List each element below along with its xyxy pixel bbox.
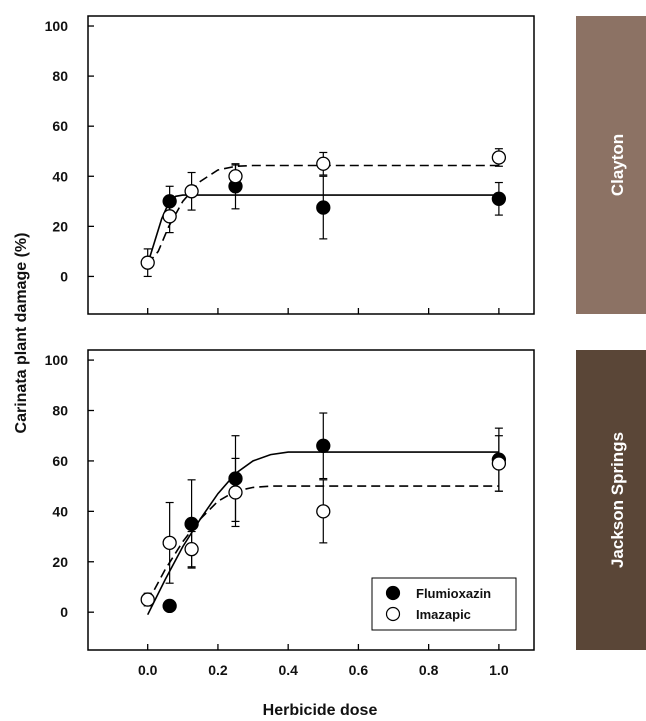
point-flumioxazin-clayton bbox=[491, 191, 507, 206]
strip-label-jackson-springs: Jackson Springs bbox=[608, 432, 627, 568]
point-imazapic-clayton bbox=[316, 156, 331, 171]
y-tick-label-clayton: 60 bbox=[52, 118, 68, 134]
legend-label-imazapic: Imazapic bbox=[416, 607, 471, 622]
panel-clayton: 0 20 40 60 80 100 bbox=[45, 15, 535, 315]
y-tick-label-jackson-springs: 0 bbox=[60, 604, 68, 620]
y-tick-label-jackson-springs: 40 bbox=[52, 503, 68, 519]
point-flumioxazin-jackson-springs bbox=[316, 438, 331, 453]
point-flumioxazin-clayton bbox=[162, 194, 177, 209]
point-imazapic-clayton bbox=[140, 255, 155, 270]
point-imazapic-clayton bbox=[184, 184, 199, 199]
plot-frame-clayton bbox=[87, 15, 535, 315]
x-tick-label-jackson-springs: 0.0 bbox=[138, 662, 158, 678]
y-tick-label-jackson-springs: 20 bbox=[52, 554, 68, 570]
x-tick-label-jackson-springs: 0.4 bbox=[278, 662, 298, 678]
plot-frame-jackson-springs bbox=[87, 349, 535, 651]
legend: Flumioxazin Imazapic bbox=[371, 577, 517, 631]
x-tick-label-jackson-springs: 0.8 bbox=[419, 662, 439, 678]
panel-jackson-springs: 0 20 40 60 80 100 0.0 0.2 0.4 0.6 0.8 1.0 bbox=[45, 349, 535, 678]
point-flumioxazin-jackson-springs bbox=[162, 598, 177, 614]
data-points-jackson-springs bbox=[140, 412, 507, 614]
y-tick-label-clayton: 0 bbox=[60, 268, 68, 284]
point-imazapic-jackson-springs bbox=[316, 504, 331, 519]
legend-marker-imazapic bbox=[385, 606, 401, 622]
x-tick-label-jackson-springs: 0.2 bbox=[208, 662, 228, 678]
legend-marker-flumioxazin bbox=[385, 585, 401, 601]
point-imazapic-jackson-springs bbox=[491, 456, 507, 471]
y-tick-label-clayton: 40 bbox=[52, 168, 68, 184]
x-tick-label-jackson-springs: 0.6 bbox=[349, 662, 369, 678]
y-tick-label-jackson-springs: 60 bbox=[52, 453, 68, 469]
axes-jackson-springs: 0 20 40 60 80 100 0.0 0.2 0.4 0.6 0.8 1.0 bbox=[45, 352, 509, 678]
data-points-clayton bbox=[140, 148, 507, 278]
y-tick-label-jackson-springs: 80 bbox=[52, 403, 68, 419]
legend-label-flumioxazin: Flumioxazin bbox=[416, 586, 491, 601]
point-imazapic-jackson-springs bbox=[162, 535, 177, 551]
y-axis-title: Carinata plant damage (%) bbox=[13, 233, 30, 434]
x-axis-title: Herbicide dose bbox=[263, 702, 378, 719]
strip-clayton bbox=[576, 16, 646, 314]
point-imazapic-clayton bbox=[228, 169, 243, 184]
point-imazapic-jackson-springs bbox=[184, 542, 199, 557]
point-imazapic-clayton bbox=[162, 209, 177, 224]
point-imazapic-jackson-springs bbox=[228, 485, 243, 500]
y-tick-label-clayton: 20 bbox=[52, 218, 68, 234]
point-imazapic-clayton bbox=[491, 150, 507, 165]
fit-line-imazapic-clayton bbox=[147, 164, 499, 265]
strip-jackson-springs bbox=[576, 350, 646, 650]
point-flumioxazin-jackson-springs bbox=[228, 471, 243, 486]
point-flumioxazin-jackson-springs bbox=[184, 516, 199, 532]
point-imazapic-jackson-springs bbox=[140, 592, 155, 607]
y-tick-label-clayton: 100 bbox=[45, 18, 69, 34]
fit-line-imazapic-jackson-springs bbox=[146, 485, 499, 603]
point-flumioxazin-clayton bbox=[316, 200, 331, 215]
x-tick-label-jackson-springs: 1.0 bbox=[489, 662, 509, 678]
strip-label-clayton: Clayton bbox=[608, 134, 627, 196]
axes-clayton: 0 20 40 60 80 100 bbox=[45, 18, 500, 314]
y-tick-label-clayton: 80 bbox=[52, 68, 68, 84]
y-tick-label-jackson-springs: 100 bbox=[45, 352, 69, 368]
